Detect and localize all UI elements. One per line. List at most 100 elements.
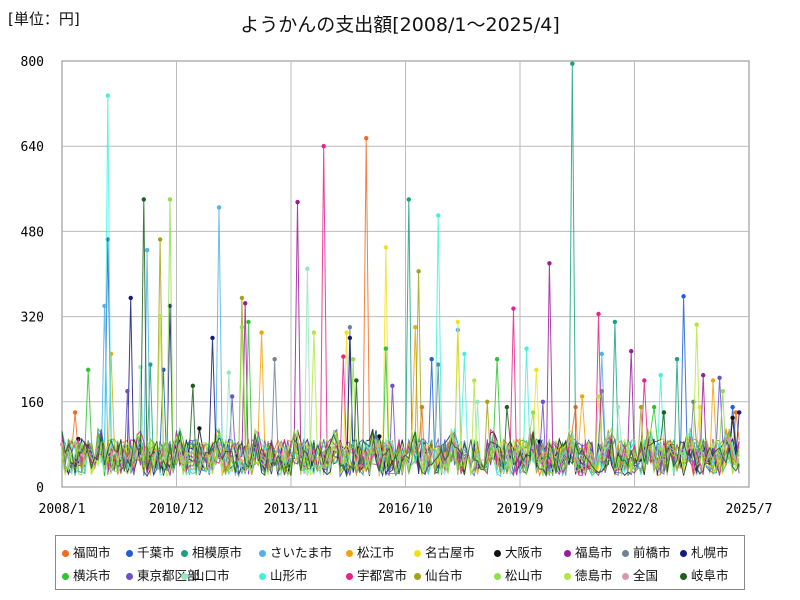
legend-marker bbox=[126, 550, 133, 557]
series-point bbox=[157, 237, 163, 242]
series-point bbox=[85, 367, 91, 373]
legend-marker bbox=[414, 573, 421, 580]
legend-item: 前橋市 bbox=[622, 542, 671, 561]
legend-marker bbox=[414, 550, 421, 557]
series-point bbox=[629, 349, 634, 354]
y-tick-label: 160 bbox=[21, 396, 44, 411]
series-point bbox=[383, 245, 389, 250]
series-point bbox=[462, 351, 467, 357]
series-point bbox=[658, 372, 663, 378]
series-point bbox=[638, 404, 644, 410]
legend-label: 名古屋市 bbox=[425, 545, 476, 560]
legend-marker bbox=[494, 550, 501, 557]
x-tick-label: 2008/1 bbox=[39, 502, 86, 517]
series-point bbox=[534, 367, 539, 373]
series-point bbox=[354, 378, 359, 383]
series-point bbox=[730, 415, 735, 420]
series-point bbox=[390, 383, 395, 389]
x-tick-label: 2022/8 bbox=[611, 502, 658, 517]
legend-marker bbox=[181, 550, 188, 557]
series-point bbox=[701, 372, 706, 378]
series-point bbox=[730, 404, 735, 410]
legend-label: 松山市 bbox=[505, 568, 543, 583]
series-point bbox=[197, 426, 202, 431]
legend-label: 仙台市 bbox=[425, 568, 463, 583]
series-point bbox=[596, 311, 601, 317]
y-tick-label: 640 bbox=[21, 140, 44, 155]
series-point bbox=[524, 346, 529, 351]
legend-label: さいたま市 bbox=[270, 545, 333, 560]
unit-label: [単位：円] bbox=[8, 10, 80, 28]
series-point bbox=[226, 370, 232, 375]
series-point bbox=[305, 266, 310, 271]
legend-item: 大阪市 bbox=[494, 542, 543, 561]
series-point bbox=[472, 378, 477, 383]
series-point bbox=[344, 330, 349, 335]
series-point bbox=[108, 351, 114, 357]
legend-item: 松山市 bbox=[494, 565, 543, 584]
series-point bbox=[167, 197, 173, 202]
legend-item: 宇都宮市 bbox=[346, 565, 407, 584]
series-point bbox=[674, 357, 680, 362]
series-point bbox=[377, 434, 382, 439]
series-point bbox=[406, 197, 411, 202]
legend-marker bbox=[494, 573, 501, 580]
series-point bbox=[259, 330, 264, 335]
legend-label: 松江市 bbox=[357, 545, 395, 560]
series-point bbox=[383, 346, 389, 351]
legend-item: 岐阜市 bbox=[680, 565, 729, 584]
series-point bbox=[436, 213, 441, 218]
legend-label: 全国 bbox=[633, 568, 659, 583]
legend-label: 岐阜市 bbox=[691, 568, 729, 583]
series-point bbox=[364, 136, 369, 141]
legend-item: 名古屋市 bbox=[414, 542, 475, 561]
legend-label: 徳島市 bbox=[575, 568, 613, 583]
series-point bbox=[436, 362, 441, 367]
series-point bbox=[681, 294, 686, 299]
series-point bbox=[347, 325, 353, 330]
series-point bbox=[475, 399, 480, 404]
series-point bbox=[717, 375, 722, 381]
series-point bbox=[599, 351, 604, 357]
series-point bbox=[530, 410, 536, 415]
legend-item: 仙台市 bbox=[414, 565, 463, 584]
legend-marker bbox=[181, 573, 188, 580]
legend-item: 札幌市 bbox=[680, 542, 729, 561]
legend-label: 札幌市 bbox=[691, 545, 729, 560]
series-point bbox=[246, 319, 251, 325]
series-point bbox=[413, 325, 418, 330]
y-tick-label: 0 bbox=[36, 481, 44, 496]
series-layer bbox=[59, 61, 742, 478]
legend-label: 山形市 bbox=[270, 568, 308, 583]
series-point bbox=[736, 410, 742, 415]
series-point bbox=[59, 442, 65, 447]
legend-marker bbox=[346, 573, 353, 580]
legend-marker bbox=[62, 573, 69, 580]
legend-item: 山口市 bbox=[181, 565, 230, 584]
legend-marker bbox=[346, 550, 353, 557]
legend-marker bbox=[62, 550, 69, 557]
series-point bbox=[190, 383, 196, 389]
legend-label: 宇都宮市 bbox=[357, 568, 408, 583]
series-point bbox=[494, 357, 500, 362]
legend-label: 福岡市 bbox=[73, 545, 111, 560]
series-point bbox=[141, 197, 146, 202]
x-tick-label: 2016/10 bbox=[378, 502, 433, 517]
legend-item: 相模原市 bbox=[181, 542, 242, 561]
legend-item: 山形市 bbox=[259, 565, 308, 584]
legend-item: さいたま市 bbox=[259, 542, 332, 561]
series-point bbox=[239, 295, 245, 301]
series-point bbox=[341, 354, 346, 359]
series-point bbox=[596, 394, 601, 399]
series-point bbox=[720, 388, 726, 394]
series-line-19 bbox=[61, 199, 740, 478]
legend-item: 松江市 bbox=[346, 542, 395, 561]
series-point bbox=[347, 335, 353, 341]
series-point bbox=[216, 442, 222, 447]
series-point bbox=[727, 436, 732, 442]
legend-label: 前橋市 bbox=[633, 545, 671, 560]
series-point bbox=[321, 144, 326, 149]
legend-marker bbox=[564, 550, 571, 557]
legend-item: 千葉市 bbox=[126, 542, 175, 561]
series-point bbox=[615, 404, 621, 410]
